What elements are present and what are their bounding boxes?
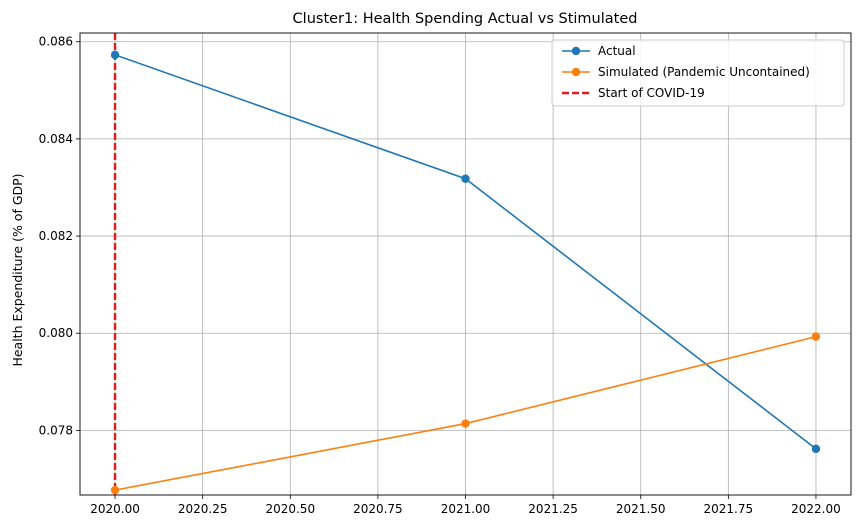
x-tick-label: 2020.00 (90, 502, 140, 516)
legend-label-actual: Actual (598, 44, 636, 58)
legend-label-simulated: Simulated (Pandemic Uncontained) (598, 65, 810, 79)
y-tick-label: 0.080 (39, 326, 73, 340)
x-tick-label: 2021.25 (528, 502, 578, 516)
plot-frame (79, 32, 852, 496)
data-point-actual (461, 174, 470, 183)
chart-title: Cluster1: Health Spending Actual vs Stim… (293, 11, 638, 27)
series-group (110, 50, 821, 495)
data-point-actual (811, 444, 821, 454)
x-tick-label: 2021.00 (441, 502, 491, 516)
y-axis-label: Health Expenditure (% of GDP) (10, 173, 25, 366)
x-tick-label: 2020.75 (353, 502, 403, 516)
legend-marker-actual (571, 46, 581, 56)
data-point-simulated (461, 419, 470, 428)
x-tick-label: 2022.00 (791, 502, 841, 516)
legend-marker-simulated (571, 67, 581, 77)
x-tick-label: 2021.75 (704, 502, 754, 516)
y-tick-label: 0.078 (39, 423, 73, 437)
y-tick-label: 0.082 (39, 229, 73, 243)
x-tick-label: 2020.50 (265, 502, 315, 516)
legend: Actual Simulated (Pandemic Uncontained) … (551, 39, 845, 107)
x-tick-label: 2021.50 (616, 502, 666, 516)
legend-label-covid: Start of COVID-19 (598, 86, 705, 100)
y-tick-label: 0.084 (39, 132, 73, 146)
x-axis: 2020.00 2020.25 2020.50 2020.75 2021.00 2021.… (90, 495, 841, 516)
x-tick-label: 2020.25 (178, 502, 228, 516)
y-tick-label: 0.086 (39, 35, 73, 49)
legend-box (551, 39, 845, 107)
data-point-simulated (811, 332, 821, 341)
data-point-actual (110, 50, 120, 60)
data-point-simulated (110, 485, 120, 495)
y-axis: 0.078 0.080 0.082 0.084 0.086 (39, 35, 80, 437)
